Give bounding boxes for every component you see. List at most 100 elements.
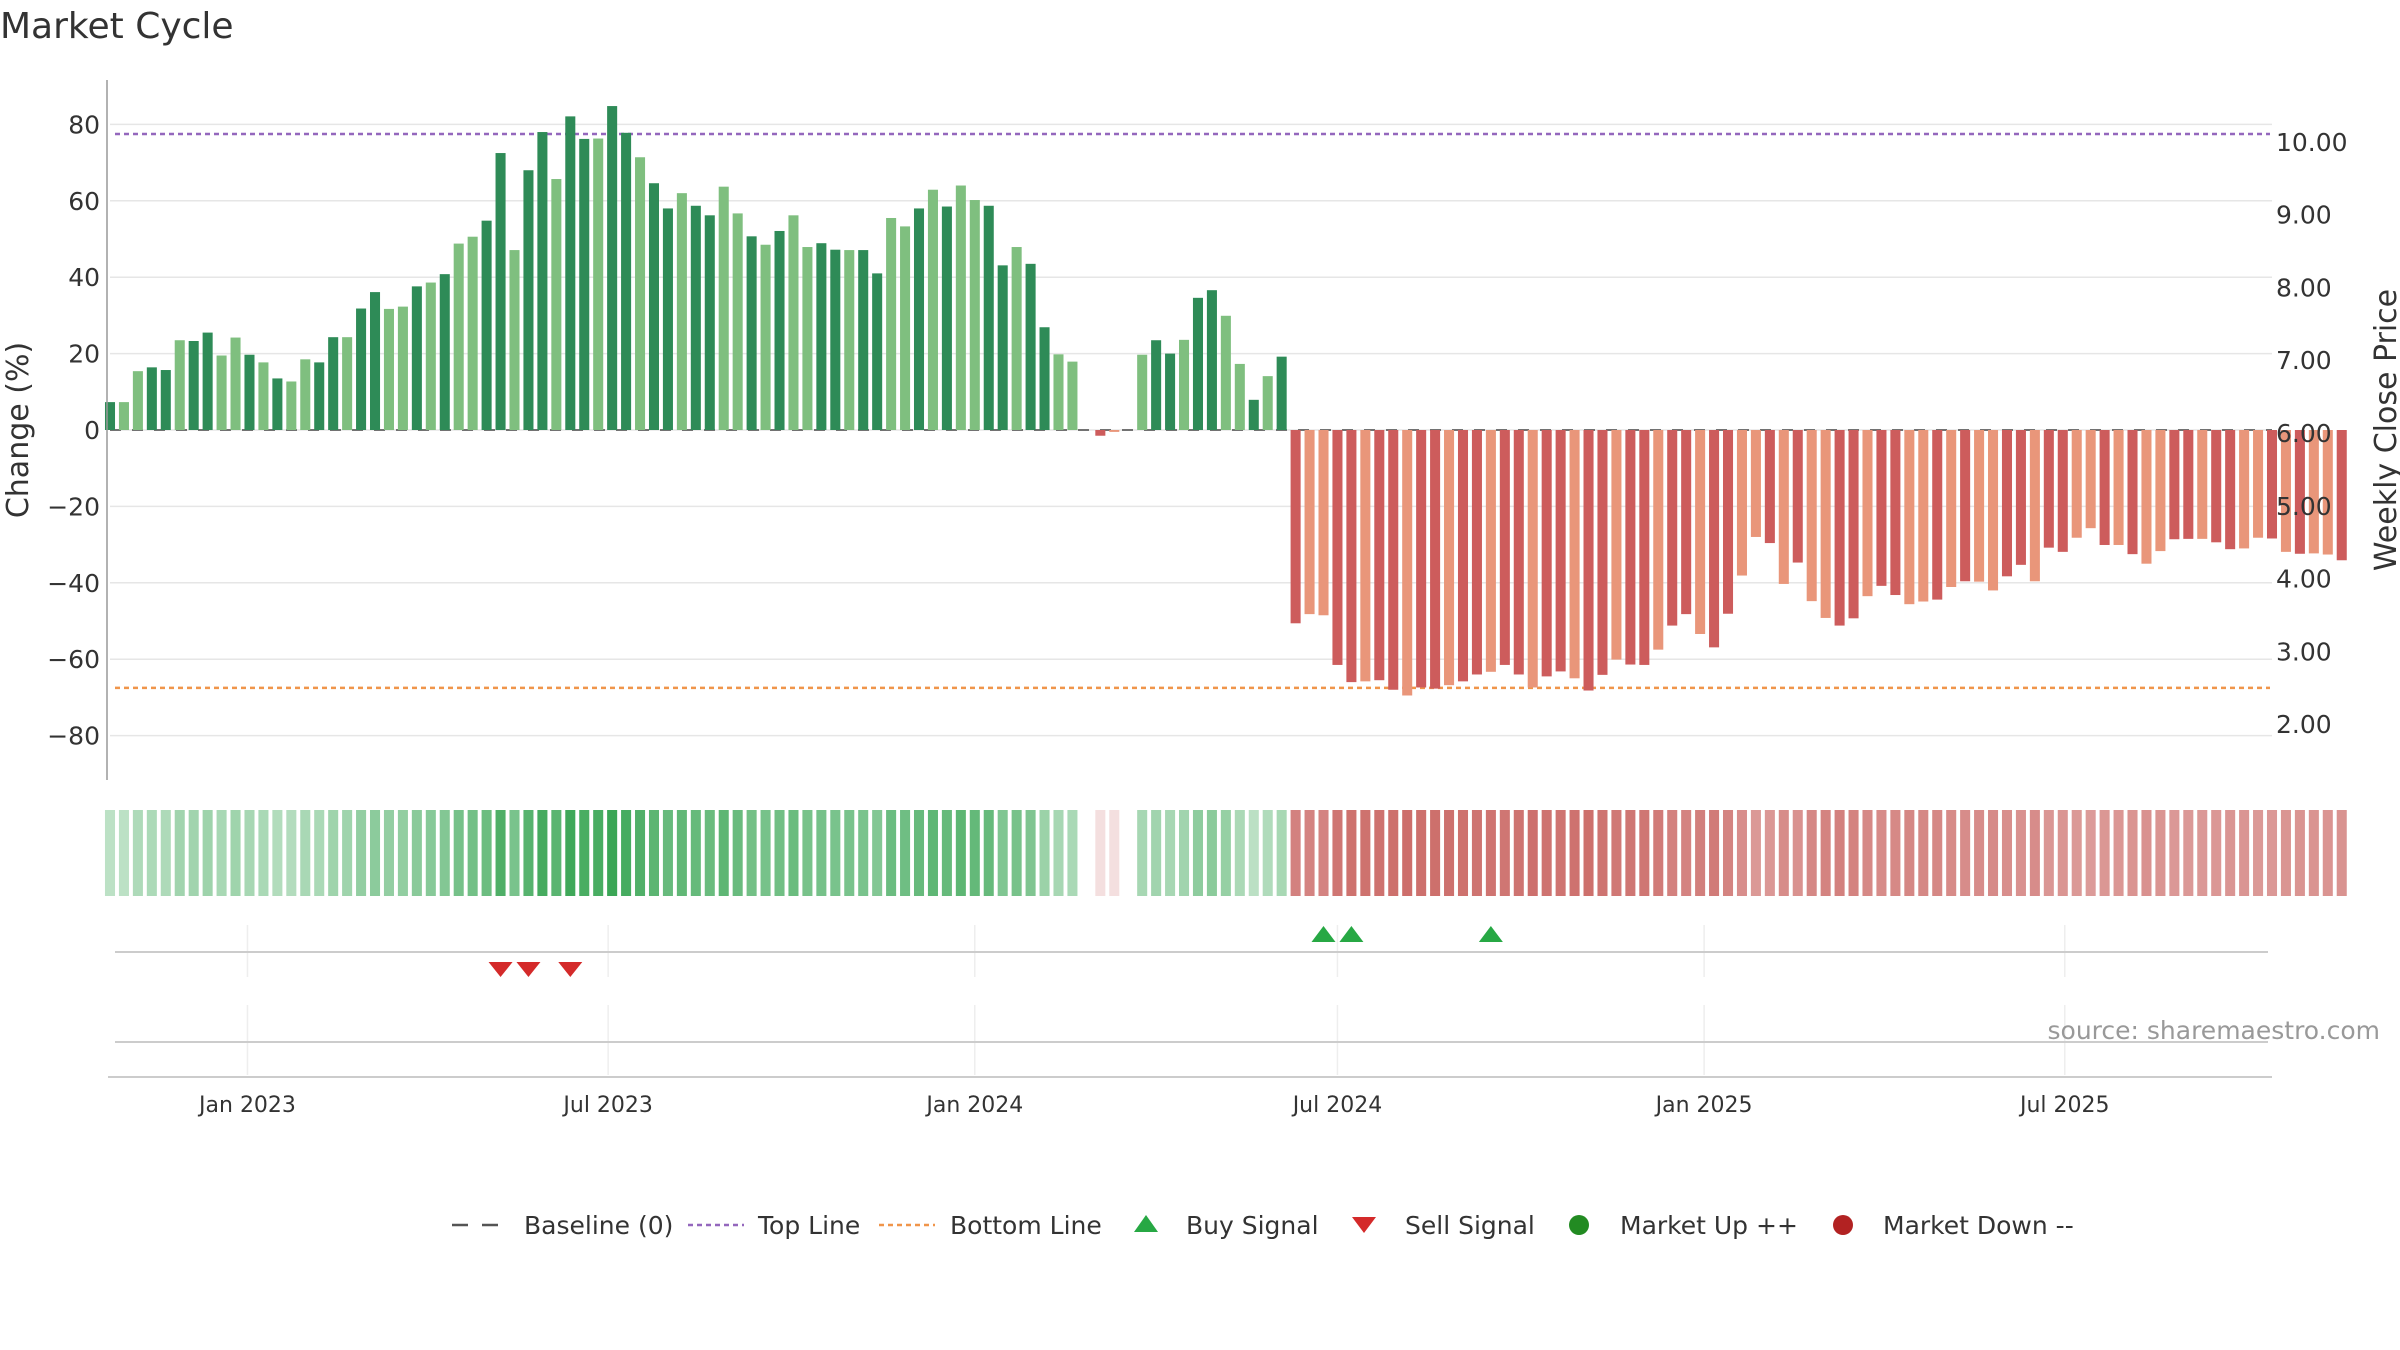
change-bar <box>2266 430 2278 539</box>
change-bar <box>1764 430 1775 544</box>
strip-cell <box>1834 810 1845 896</box>
change-bar <box>1206 290 1217 430</box>
change-bar <box>1625 430 1636 665</box>
change-bar <box>872 273 883 430</box>
strip-cell <box>1039 810 1050 896</box>
change-bar <box>383 308 394 430</box>
sell-signal-marker <box>558 962 583 977</box>
change-bar <box>1416 430 1427 688</box>
legend-label: Buy Signal <box>1186 1211 1319 1240</box>
strip-cell <box>551 810 562 896</box>
strip-cell <box>1248 810 1259 896</box>
sell-signal-marker <box>516 962 541 977</box>
strip-cell <box>1513 810 1524 896</box>
strip-cell <box>886 810 897 896</box>
strip-cell <box>1444 810 1455 896</box>
strip-cell <box>760 810 771 896</box>
change-bar <box>1527 430 1538 688</box>
strip-cell <box>230 810 241 896</box>
strip-cell <box>1764 810 1775 896</box>
change-bar <box>2308 430 2319 554</box>
change-bar <box>1192 297 1203 430</box>
strip-cell <box>648 810 660 896</box>
change-bar <box>955 185 966 430</box>
change-bar <box>2239 430 2250 549</box>
change-bar <box>2183 430 2194 539</box>
strip-cell <box>2239 810 2250 896</box>
change-bar <box>1318 430 1329 616</box>
strip-cell <box>369 810 381 896</box>
strip-cell <box>1416 810 1427 896</box>
buy-signal-legend-icon <box>1134 1215 1158 1232</box>
change-bar <box>844 250 855 430</box>
strip-cell <box>1527 810 1538 896</box>
strip-cell <box>1220 810 1231 896</box>
change-bar <box>760 244 771 430</box>
strip-cell <box>732 810 743 896</box>
strip-cell <box>2225 810 2236 896</box>
change-bar <box>1960 430 1971 582</box>
change-bar <box>676 193 687 430</box>
change-bar <box>411 286 422 430</box>
strip-cell <box>2294 810 2305 896</box>
change-bar <box>2225 430 2236 550</box>
strip-cell <box>244 810 255 896</box>
trend-shading-strip <box>104 810 2347 896</box>
change-bar <box>1346 430 1357 683</box>
market-up-legend-icon <box>1569 1215 1589 1235</box>
strip-cell <box>1179 810 1190 896</box>
right-y-tick-label: 7.00 <box>2276 346 2332 375</box>
change-bar <box>356 308 367 430</box>
strip-cell <box>2015 810 2026 896</box>
strip-cell <box>2336 810 2347 896</box>
strip-cell <box>1402 810 1413 896</box>
strip-cell <box>1695 810 1706 896</box>
change-bar <box>188 340 199 430</box>
y-tick-label: −20 <box>47 492 100 521</box>
change-bar <box>1374 430 1385 681</box>
change-bar <box>1862 430 1873 597</box>
strip-cell <box>1653 810 1664 896</box>
change-bar <box>788 215 799 430</box>
strip-cell <box>118 810 129 896</box>
strip-cell <box>509 810 520 896</box>
y-tick-label: 40 <box>68 263 100 292</box>
change-bar <box>1946 430 1957 588</box>
source-label: source: sharemaestro.com <box>2048 1016 2381 1045</box>
change-bar <box>1179 339 1190 430</box>
strip-cell <box>439 810 450 896</box>
change-bar <box>146 367 157 430</box>
strip-cell <box>746 810 757 896</box>
strip-cell <box>2029 810 2040 896</box>
change-bar <box>132 371 143 430</box>
change-bar <box>2211 430 2222 543</box>
strip-cell <box>2253 810 2264 896</box>
strip-cell <box>1374 810 1385 896</box>
change-bar <box>272 378 283 430</box>
strip-cell <box>2113 810 2124 896</box>
strip-cell <box>2280 810 2291 896</box>
change-bar <box>732 213 743 430</box>
change-bar <box>523 170 534 431</box>
strip-cell <box>2057 810 2068 896</box>
change-bar <box>2141 430 2152 564</box>
sell-signal-marker <box>488 962 513 977</box>
strip-cell <box>453 810 464 896</box>
buy-signal-marker <box>1311 926 1336 942</box>
change-bar <box>858 250 869 430</box>
right-y-tick-label: 10.00 <box>2276 128 2348 157</box>
change-bar <box>913 208 925 430</box>
change-bar <box>2015 430 2026 565</box>
change-bar <box>1276 356 1287 430</box>
chart-title: Market Cycle <box>0 6 234 47</box>
change-bar <box>1053 354 1064 430</box>
change-bar <box>704 215 715 430</box>
change-bar <box>174 340 185 430</box>
change-bar <box>1918 430 1929 602</box>
change-bar <box>1332 430 1343 665</box>
change-bar <box>1151 340 1162 430</box>
strip-cell <box>258 810 269 896</box>
change-bar <box>1848 430 1859 619</box>
strip-cell <box>1611 810 1622 896</box>
strip-cell <box>1234 810 1245 896</box>
